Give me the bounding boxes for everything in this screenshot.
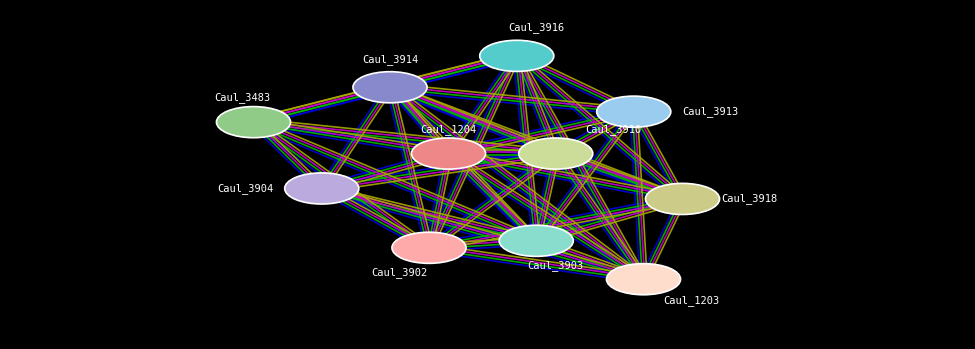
Ellipse shape: [353, 72, 427, 103]
Text: Caul_3483: Caul_3483: [214, 92, 271, 103]
Ellipse shape: [645, 183, 720, 215]
Ellipse shape: [519, 138, 593, 169]
Text: Caul_1203: Caul_1203: [663, 295, 720, 306]
Ellipse shape: [411, 138, 486, 169]
Ellipse shape: [499, 225, 573, 257]
Text: Caul_3910: Caul_3910: [585, 124, 642, 135]
Text: Caul_3903: Caul_3903: [527, 260, 584, 271]
Ellipse shape: [480, 40, 554, 72]
Text: Caul_3918: Caul_3918: [722, 193, 778, 205]
Text: Caul_3914: Caul_3914: [362, 54, 418, 65]
Text: Caul_3916: Caul_3916: [508, 22, 565, 34]
Text: Caul_3913: Caul_3913: [682, 106, 739, 117]
Text: Caul_3902: Caul_3902: [371, 267, 428, 278]
Ellipse shape: [285, 173, 359, 204]
Text: Caul_1204: Caul_1204: [420, 124, 477, 135]
Ellipse shape: [597, 96, 671, 127]
Ellipse shape: [216, 106, 291, 138]
Text: Caul_3904: Caul_3904: [216, 183, 273, 194]
Ellipse shape: [392, 232, 466, 263]
Ellipse shape: [606, 263, 681, 295]
